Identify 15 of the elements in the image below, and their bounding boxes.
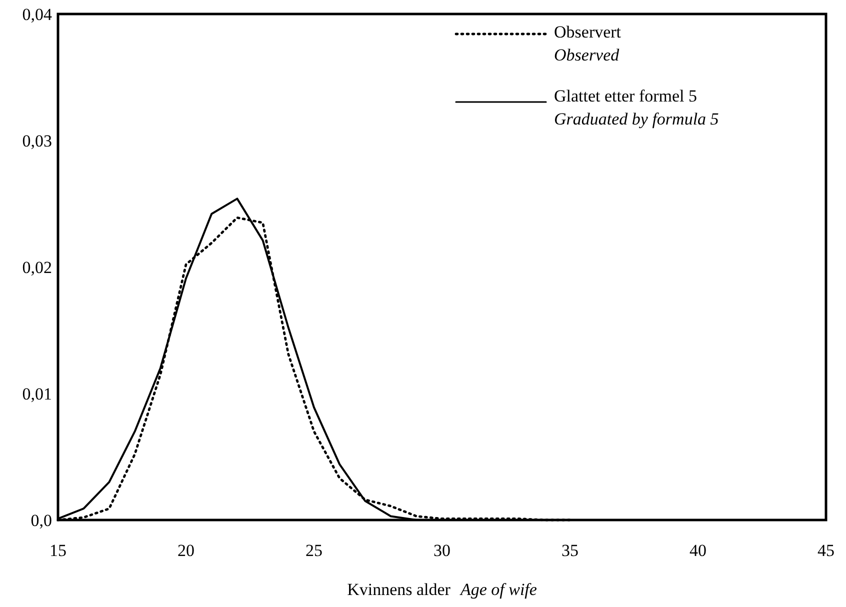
- x-tick-label: 25: [306, 540, 322, 560]
- x-tick-label: 30: [434, 540, 450, 560]
- text: Observert Observed: [554, 22, 622, 64]
- y-tick-label: 0,0: [30, 510, 52, 530]
- y-tick-label: 0,04: [22, 4, 52, 24]
- x-tick-label: 15: [50, 540, 66, 560]
- y-tick-label: 0,03: [22, 131, 52, 150]
- x-tick-label: 40: [690, 540, 706, 560]
- x-tick-label: 20: [178, 540, 194, 560]
- text: Glattet etter formel 5 Graduated by formula 5: [554, 86, 719, 128]
- x-axis-title: Kvinnens alder Age of wife: [347, 580, 538, 599]
- y-tick-label: 0,01: [22, 384, 52, 404]
- x-tick-label: 45: [818, 540, 834, 560]
- y-tick-label: 0,02: [22, 258, 52, 277]
- x-tick-label: 35: [562, 540, 578, 560]
